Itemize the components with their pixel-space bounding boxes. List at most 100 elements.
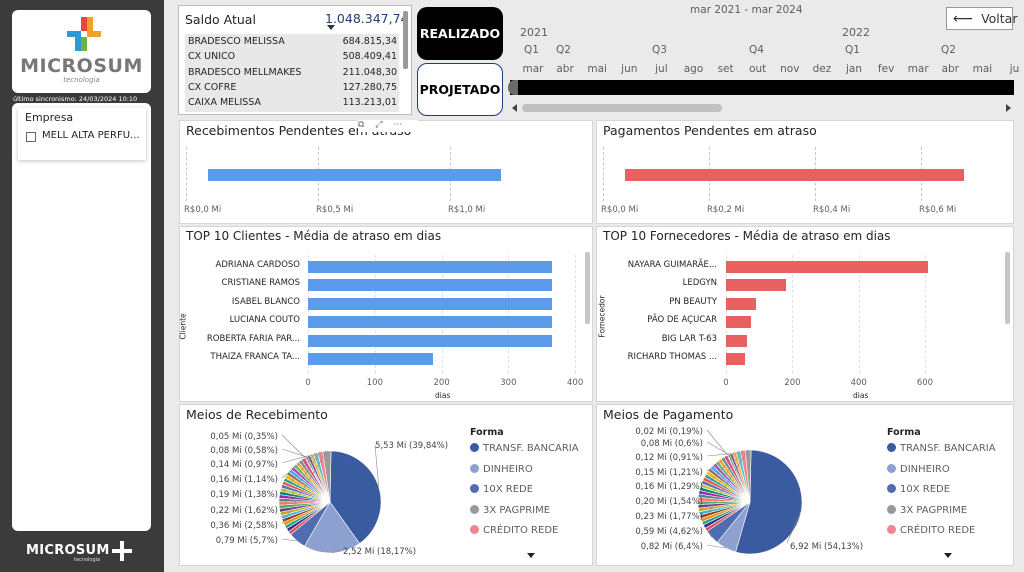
timeline-month[interactable]: mai [587, 63, 607, 75]
pie-slice[interactable] [329, 450, 382, 544]
timeline-month[interactable]: jun [621, 63, 638, 75]
bar[interactable] [726, 316, 751, 329]
legend-item[interactable]: DINHEIRO [470, 463, 533, 475]
sort-arrow-icon[interactable] [327, 25, 335, 30]
timeline-month[interactable]: jul [655, 63, 668, 75]
leader-line [786, 509, 802, 544]
saldo-row[interactable]: BRADESCO MELISSA 684.815,34 [185, 35, 399, 50]
bar[interactable] [726, 261, 929, 273]
visual-header-icons[interactable]: ⧉ ⤢ ⋯ [358, 120, 418, 132]
timeline-month[interactable]: abr [556, 63, 574, 75]
timeline-month[interactable]: ago [683, 63, 704, 75]
legend-more-icon[interactable] [527, 553, 535, 558]
bar[interactable] [308, 334, 552, 347]
timeline-month[interactable]: fev [877, 63, 895, 75]
category-label: LUCIANA COUTO [229, 315, 300, 326]
bar[interactable] [308, 279, 552, 292]
x-tick: 600 [916, 378, 934, 388]
legend-item[interactable]: CRÉDITO REDE [470, 525, 558, 536]
timeline-month[interactable]: out [749, 63, 767, 75]
timeline-month[interactable]: mai [972, 63, 993, 75]
timeline-month[interactable]: set [717, 63, 734, 75]
slicer-checkbox[interactable] [26, 132, 36, 142]
saldo-row-value: 508.409,41 [342, 51, 397, 63]
legend-item[interactable]: DINHEIRO [887, 463, 950, 475]
gridline [726, 255, 727, 373]
timeline-quarter[interactable]: Q4 [749, 44, 764, 56]
timeline-quarter[interactable]: Q1 [845, 44, 860, 56]
axis-tick: R$0,0 Mi [184, 205, 222, 215]
bar[interactable] [308, 261, 552, 273]
bar[interactable] [308, 297, 552, 310]
timeline-quarter[interactable]: Q2 [556, 44, 571, 56]
saldo-scrollbar[interactable] [403, 11, 408, 69]
timeline-month[interactable]: abr [941, 63, 959, 75]
saldo-row[interactable]: CX UNICO 508.409,41 [185, 50, 399, 65]
legend-item[interactable]: CRÉDITO REDE [887, 525, 975, 536]
timeline-handle-left[interactable] [508, 80, 518, 95]
bar[interactable] [308, 316, 552, 329]
slice-label: 5,53 Mi (39,84%) [375, 441, 448, 451]
leader-line [281, 450, 328, 525]
legend-label: 10X REDE [900, 484, 951, 495]
timeline-bar[interactable] [510, 80, 1014, 95]
legend-item[interactable]: 3X PAGPRIME [887, 504, 967, 516]
projetado-button[interactable]: PROJETADO [417, 63, 503, 116]
timeline-scroll-thumb[interactable] [522, 104, 722, 112]
saldo-row[interactable]: BRADESCO MELLMAKES 211.048,30 [185, 66, 399, 81]
category-label: BIG LAR T-63 [661, 333, 717, 344]
saldo-row[interactable]: CX COFRE 127.280,75 [185, 81, 399, 96]
leader-line [706, 451, 739, 486]
bar[interactable] [726, 297, 757, 310]
recebimentos-title: Recebimentos Pendentes em atraso [186, 123, 412, 138]
slicer-option[interactable]: MELL ALTA PERFU... [42, 130, 140, 141]
pie-slice[interactable] [744, 449, 752, 503]
pie-slice[interactable] [304, 501, 360, 554]
legend-item[interactable]: TRANSF. BANCARIA [470, 443, 579, 454]
timeline-month[interactable]: nov [780, 63, 800, 75]
realizado-button[interactable]: REALIZADO [417, 7, 503, 60]
category-label: ISABEL BLANCO [231, 296, 300, 307]
bar[interactable] [308, 353, 434, 365]
legend-label: CRÉDITO REDE [900, 525, 976, 536]
saldo-atual-card: Saldo Atual 1.048.347,74 BRADESCO MELISS… [178, 5, 412, 115]
leader-line [281, 451, 321, 510]
legend-item[interactable]: 3X PAGPRIME [470, 504, 550, 516]
fornecedores-scrollbar[interactable] [1005, 252, 1010, 324]
gridline [603, 147, 604, 201]
axis-tick: R$0,2 Mi [707, 205, 745, 215]
timeline-quarter[interactable]: Q2 [941, 44, 956, 56]
leader-line [706, 529, 712, 538]
pie-slice[interactable] [322, 450, 332, 503]
fornecedores-xlabel: dias [853, 391, 869, 400]
timeline-quarter[interactable]: Q1 [524, 44, 539, 56]
legend-item[interactable]: TRANSF. BANCARIA [887, 443, 996, 454]
saldo-row[interactable]: CAIXA MELISSA 113.213,01 [185, 96, 399, 111]
x-tick: 400 [567, 378, 584, 388]
bar[interactable] [726, 279, 786, 292]
legend-more-icon[interactable] [944, 553, 952, 558]
timeline-month[interactable]: jan [845, 63, 862, 75]
timeline-scroll-left-icon[interactable] [512, 104, 517, 112]
timeline-scroll-right-icon[interactable] [1006, 104, 1011, 112]
voltar-button[interactable]: ⟵ Voltar [946, 7, 1017, 30]
timeline-month[interactable]: dez [812, 63, 832, 75]
bar[interactable] [726, 334, 747, 347]
footer-plus-icon [112, 541, 132, 561]
timeline-month[interactable]: mar [522, 63, 544, 75]
pagamento-legend-title: Forma [887, 427, 921, 438]
saldo-total: 1.048.347,74 [325, 11, 409, 26]
timeline-quarter[interactable]: Q3 [652, 44, 667, 56]
category-label: PÃO DE AÇUCAR [647, 315, 717, 326]
legend-item[interactable]: 10X REDE [887, 484, 950, 495]
meios-pagamento-title: Meios de Pagamento [603, 407, 734, 422]
pagamentos-bar [625, 169, 964, 181]
timeline-month[interactable]: mar [907, 63, 929, 75]
bar[interactable] [726, 353, 746, 365]
pie-slice[interactable] [735, 449, 803, 555]
legend-item[interactable]: 10X REDE [470, 484, 533, 495]
timeline-month[interactable]: ju [1009, 63, 1020, 75]
category-label: CRISTIANE RAMOS [221, 278, 300, 289]
clientes-scrollbar[interactable] [585, 252, 590, 324]
gridline [858, 255, 860, 373]
